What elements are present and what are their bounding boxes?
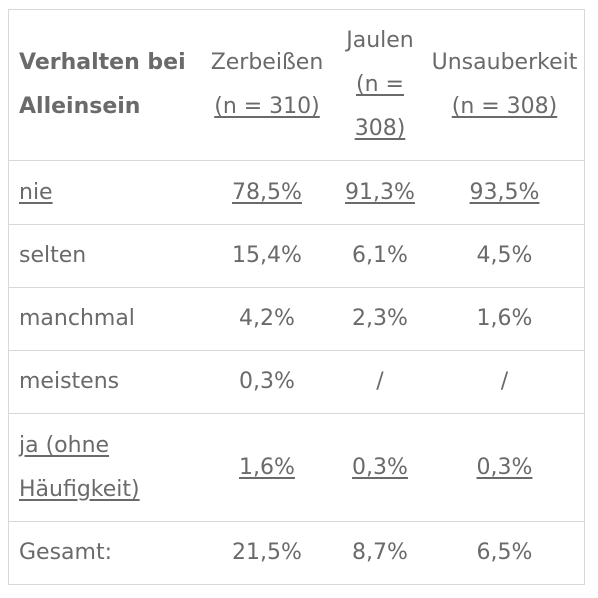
header-unsauberkeit-title: Unsauberkeit bbox=[431, 50, 578, 75]
cell-unsauberkeit: 4,5% bbox=[425, 224, 585, 288]
cell-unsauberkeit: / bbox=[425, 350, 585, 414]
header-jaulen-title: Jaulen bbox=[346, 28, 414, 53]
cell-jaulen: 2,3% bbox=[335, 287, 425, 351]
table-row: meistens 0,3% / / bbox=[8, 350, 585, 414]
cell-unsauberkeit: 6,5% bbox=[425, 521, 585, 585]
cell-jaulen: / bbox=[335, 350, 425, 414]
cell-link[interactable]: 78,5% bbox=[232, 179, 302, 205]
cell-link[interactable]: 0,3% bbox=[476, 454, 533, 480]
cell-link[interactable]: 91,3% bbox=[345, 179, 415, 205]
header-zerbeissen: Zerbeißen (n = 310) bbox=[199, 9, 335, 161]
header-unsauberkeit: Unsauberkeit (n = 308) bbox=[425, 9, 585, 161]
row-label-link[interactable]: nie bbox=[19, 179, 53, 205]
header-zerbeissen-title: Zerbeißen bbox=[210, 50, 324, 75]
cell-zerbeissen: 21,5% bbox=[199, 521, 335, 585]
header-behavior-line1: Verhalten bei bbox=[19, 50, 186, 75]
row-label-link-line2[interactable]: Häufigkeit) bbox=[19, 476, 140, 502]
header-behavior-line2: Alleinsein bbox=[19, 94, 141, 119]
cell-unsauberkeit: 0,3% bbox=[425, 413, 585, 522]
cell-link[interactable]: 0,3% bbox=[352, 454, 408, 480]
cell-zerbeissen: 78,5% bbox=[199, 160, 335, 225]
row-label: manchmal bbox=[8, 287, 199, 351]
cell-unsauberkeit: 93,5% bbox=[425, 160, 585, 225]
cell-jaulen: 91,3% bbox=[335, 160, 425, 225]
row-label: nie bbox=[8, 160, 199, 225]
table-row: ja (ohne Häufigkeit) 1,6% 0,3% 0,3% bbox=[8, 413, 585, 522]
row-label-link-line1[interactable]: ja (ohne bbox=[19, 432, 110, 458]
cell-link[interactable]: 93,5% bbox=[469, 179, 540, 205]
table-row: manchmal 4,2% 2,3% 1,6% bbox=[8, 287, 585, 351]
header-behavior: Verhalten bei Alleinsein bbox=[8, 9, 199, 161]
row-label: meistens bbox=[8, 350, 199, 414]
header-jaulen-n-line1[interactable]: (n = bbox=[356, 72, 404, 97]
row-label: ja (ohne Häufigkeit) bbox=[8, 413, 199, 522]
cell-jaulen: 6,1% bbox=[335, 224, 425, 288]
table-row: selten 15,4% 6,1% 4,5% bbox=[8, 224, 585, 288]
cell-zerbeissen: 4,2% bbox=[199, 287, 335, 351]
header-jaulen-n-line2[interactable]: 308) bbox=[354, 116, 406, 141]
cell-zerbeissen: 0,3% bbox=[199, 350, 335, 414]
cell-zerbeissen: 1,6% bbox=[199, 413, 335, 522]
cell-jaulen: 0,3% bbox=[335, 413, 425, 522]
cell-zerbeissen: 15,4% bbox=[199, 224, 335, 288]
cell-unsauberkeit: 1,6% bbox=[425, 287, 585, 351]
header-jaulen: Jaulen (n = 308) bbox=[335, 9, 425, 161]
cell-jaulen: 8,7% bbox=[335, 521, 425, 585]
cell-link[interactable]: 1,6% bbox=[239, 454, 295, 480]
row-label: Gesamt: bbox=[8, 521, 199, 585]
table-row: nie 78,5% 91,3% 93,5% bbox=[8, 160, 585, 225]
header-unsauberkeit-n[interactable]: (n = 308) bbox=[451, 94, 558, 119]
table-row-total: Gesamt: 21,5% 8,7% 6,5% bbox=[8, 521, 585, 585]
table-header-row: Verhalten bei Alleinsein Zerbeißen (n = … bbox=[8, 9, 585, 161]
row-label: selten bbox=[8, 224, 199, 288]
results-table: Verhalten bei Alleinsein Zerbeißen (n = … bbox=[8, 9, 585, 585]
header-zerbeissen-n[interactable]: (n = 310) bbox=[214, 94, 320, 119]
